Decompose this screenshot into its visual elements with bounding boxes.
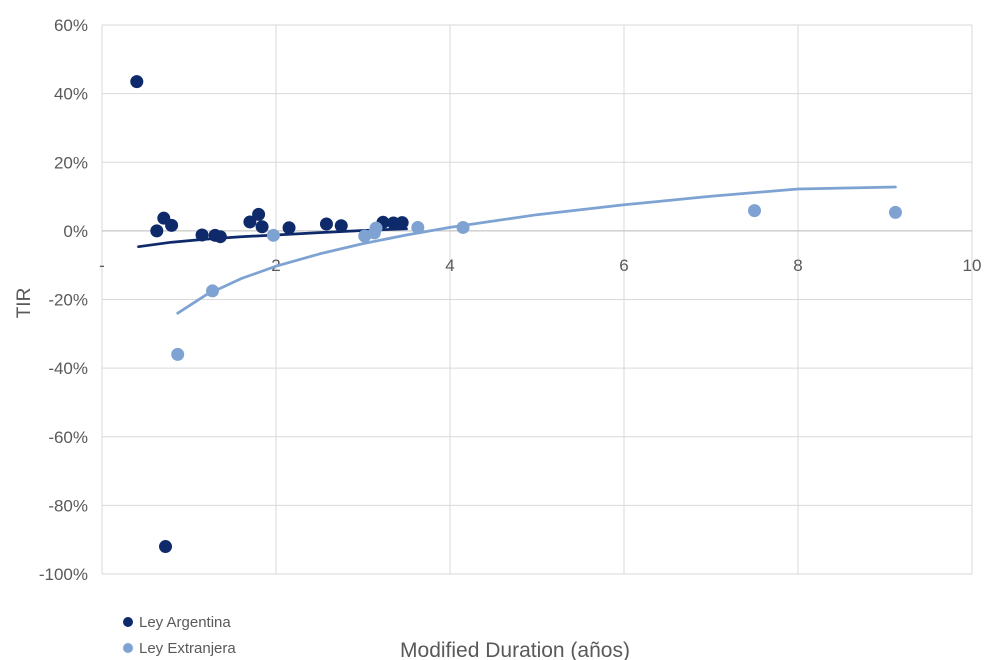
trendline-ley-extranjera bbox=[176, 185, 897, 315]
data-point-ley-extranjera bbox=[369, 221, 383, 235]
data-point-ley-argentina bbox=[150, 224, 164, 238]
data-point-ley-extranjera bbox=[266, 228, 280, 242]
y-tick-label: -80% bbox=[48, 496, 88, 515]
legend-item-ley-extranjera: Ley Extranjera bbox=[123, 640, 236, 657]
data-point-ley-extranjera bbox=[411, 220, 425, 234]
data-point-ley-extranjera bbox=[456, 220, 470, 234]
data-point-ley-argentina bbox=[252, 207, 266, 221]
data-point-ley-argentina bbox=[159, 540, 173, 554]
y-tick-label: 40% bbox=[54, 85, 88, 104]
data-point-ley-argentina bbox=[319, 217, 333, 231]
y-tick-label: -20% bbox=[48, 291, 88, 310]
trendline-ley-argentina bbox=[137, 227, 408, 249]
data-point-ley-argentina bbox=[195, 228, 209, 242]
legend-label-ley-extranjera: Ley Extranjera bbox=[139, 640, 236, 657]
x-axis-title: Modified Duration (años) bbox=[400, 639, 630, 660]
legend-swatch-ley-extranjera bbox=[123, 643, 133, 653]
x-tick-labels: -2 4 6 8 10 bbox=[99, 256, 981, 275]
data-point-ley-argentina bbox=[395, 216, 409, 230]
data-point-ley-argentina bbox=[282, 221, 296, 235]
data-point-ley-argentina bbox=[213, 230, 227, 244]
y-tick-labels: 60% 40% 20% 0% -20% -40% -60% -80% -100% bbox=[39, 16, 88, 584]
y-tick-label: -60% bbox=[48, 428, 88, 447]
x-tick-label: 4 bbox=[445, 256, 454, 275]
legend-item-ley-argentina: Ley Argentina bbox=[123, 614, 231, 631]
y-tick-label: -40% bbox=[48, 359, 88, 378]
legend-label-ley-argentina: Ley Argentina bbox=[139, 614, 231, 631]
data-point-ley-argentina bbox=[165, 218, 179, 232]
data-point-ley-extranjera bbox=[205, 284, 219, 298]
x-tick-label: 8 bbox=[793, 256, 802, 275]
data-point-ley-argentina bbox=[255, 220, 269, 234]
x-tick-label: 6 bbox=[619, 256, 628, 275]
y-tick-label: -100% bbox=[39, 565, 88, 584]
x-tick-label: 10 bbox=[963, 256, 982, 275]
data-point-ley-argentina bbox=[130, 75, 144, 89]
gridlines bbox=[101, 24, 973, 575]
data-point-ley-extranjera bbox=[748, 204, 761, 218]
data-point-ley-extranjera bbox=[171, 347, 185, 361]
data-point-ley-argentina bbox=[334, 219, 348, 233]
data-point-ley-extranjera bbox=[888, 205, 902, 219]
legend-swatch-ley-argentina bbox=[123, 617, 133, 627]
x-tick-label: - bbox=[99, 256, 105, 275]
data-points bbox=[130, 75, 902, 554]
y-tick-label: 20% bbox=[54, 153, 88, 172]
data-point-ley-argentina bbox=[243, 215, 257, 229]
trendlines bbox=[137, 185, 897, 315]
y-tick-label: 60% bbox=[54, 16, 88, 35]
y-tick-label: 0% bbox=[63, 222, 88, 241]
y-axis-title: TIR bbox=[14, 288, 35, 319]
legend: Ley Argentina Ley Extranjera bbox=[123, 614, 236, 657]
